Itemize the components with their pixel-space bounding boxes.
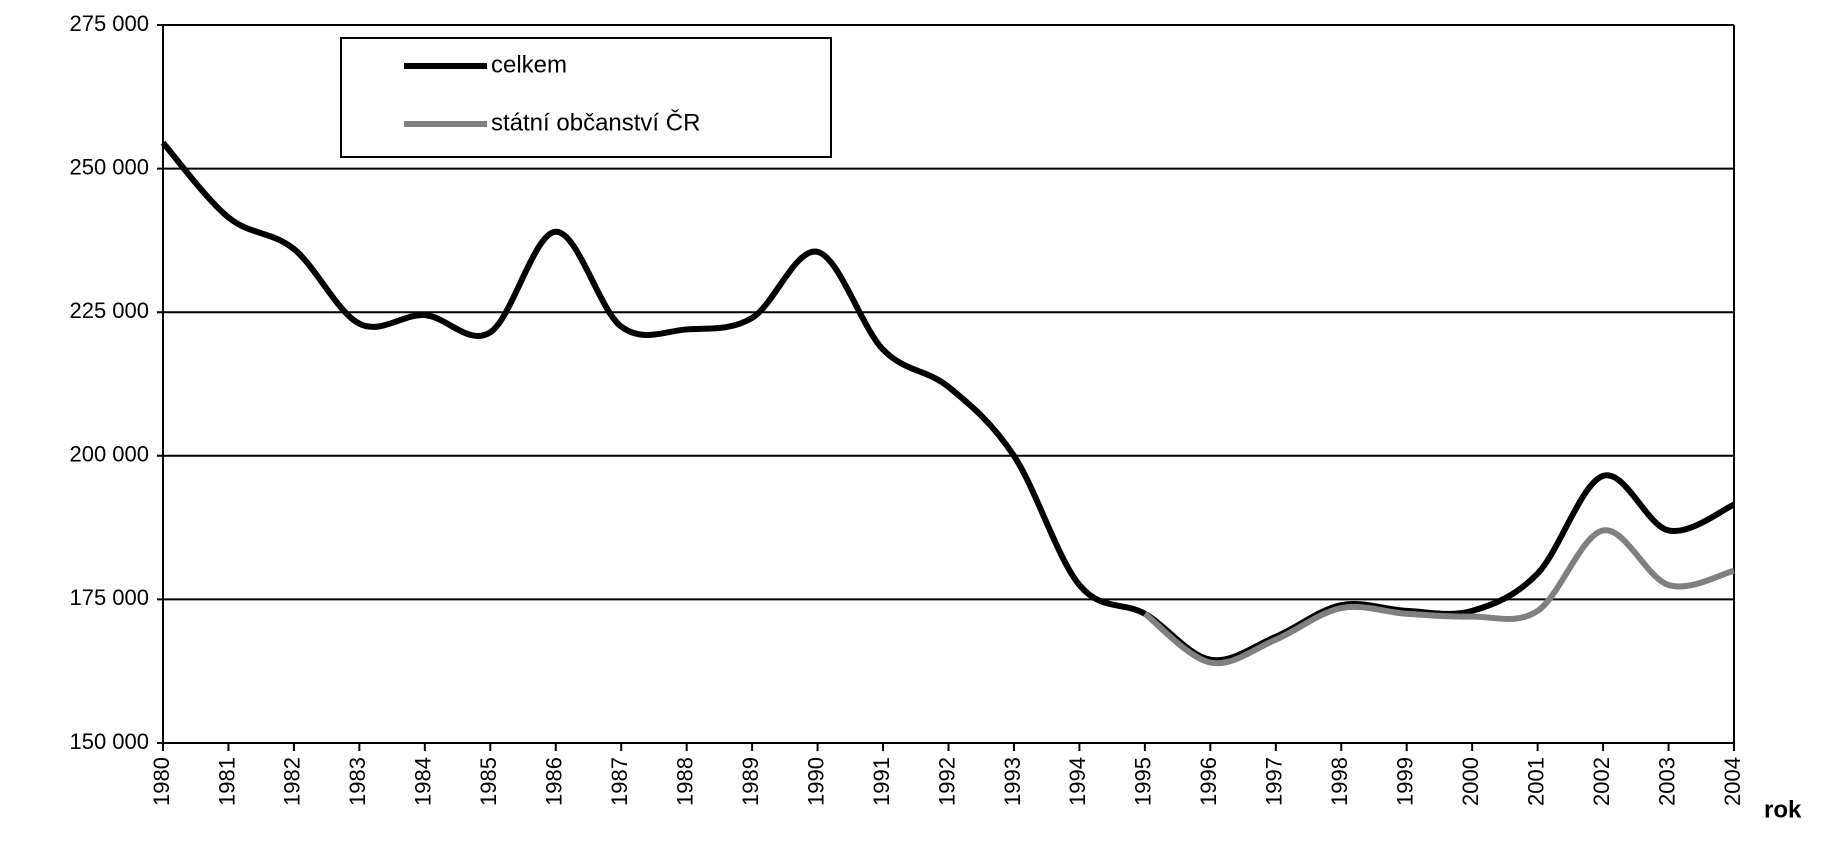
line-series bbox=[1142, 527, 1735, 667]
line-series bbox=[160, 140, 1736, 664]
x-tick-label: 1989 bbox=[738, 757, 763, 806]
x-tick-label: 1980 bbox=[149, 757, 174, 806]
x-tick-label: 2003 bbox=[1654, 757, 1679, 806]
x-tick-label: 1987 bbox=[607, 757, 632, 806]
x-tick-label: 2000 bbox=[1458, 757, 1483, 806]
x-tick-label: 2002 bbox=[1589, 757, 1614, 806]
legend-label: celkem bbox=[491, 51, 567, 78]
y-tick-label: 175 000 bbox=[69, 585, 149, 610]
x-tick-label: 1994 bbox=[1065, 757, 1090, 806]
x-tick-label: 1993 bbox=[1000, 757, 1025, 806]
x-tick-label: 1995 bbox=[1131, 757, 1156, 806]
y-tick-label: 200 000 bbox=[69, 442, 149, 467]
y-tick-label: 250 000 bbox=[69, 154, 149, 179]
y-tick-label: 225 000 bbox=[69, 298, 149, 323]
x-tick-label: 1996 bbox=[1196, 757, 1221, 806]
legend-box bbox=[340, 37, 832, 158]
x-axis-label: rok bbox=[1764, 796, 1802, 823]
legend: celkem státní občanství ČR bbox=[340, 37, 832, 158]
x-tick-label: 1999 bbox=[1393, 757, 1418, 806]
x-tick-label: 2001 bbox=[1523, 757, 1548, 806]
x-tick-label: 1986 bbox=[542, 757, 567, 806]
x-tick-label: 1991 bbox=[869, 757, 894, 806]
y-tick-label: 150 000 bbox=[69, 729, 149, 754]
x-tick-label: 1982 bbox=[280, 757, 305, 806]
x-tick-label: 1983 bbox=[345, 757, 370, 806]
x-tick-label: 1998 bbox=[1327, 757, 1352, 806]
x-tick-label: 2004 bbox=[1720, 757, 1745, 806]
x-tick-label: 1997 bbox=[1262, 757, 1287, 806]
x-tick-label: 1985 bbox=[476, 757, 501, 806]
x-tick-label: 1981 bbox=[214, 757, 239, 806]
legend-label: státní občanství ČR bbox=[491, 108, 700, 136]
x-tick-label: 1990 bbox=[803, 757, 828, 806]
x-tick-label: 1988 bbox=[672, 757, 697, 806]
x-tick-label: 1992 bbox=[934, 757, 959, 806]
x-tick-label: 1984 bbox=[411, 757, 436, 806]
y-tick-label: 275 000 bbox=[69, 11, 149, 36]
